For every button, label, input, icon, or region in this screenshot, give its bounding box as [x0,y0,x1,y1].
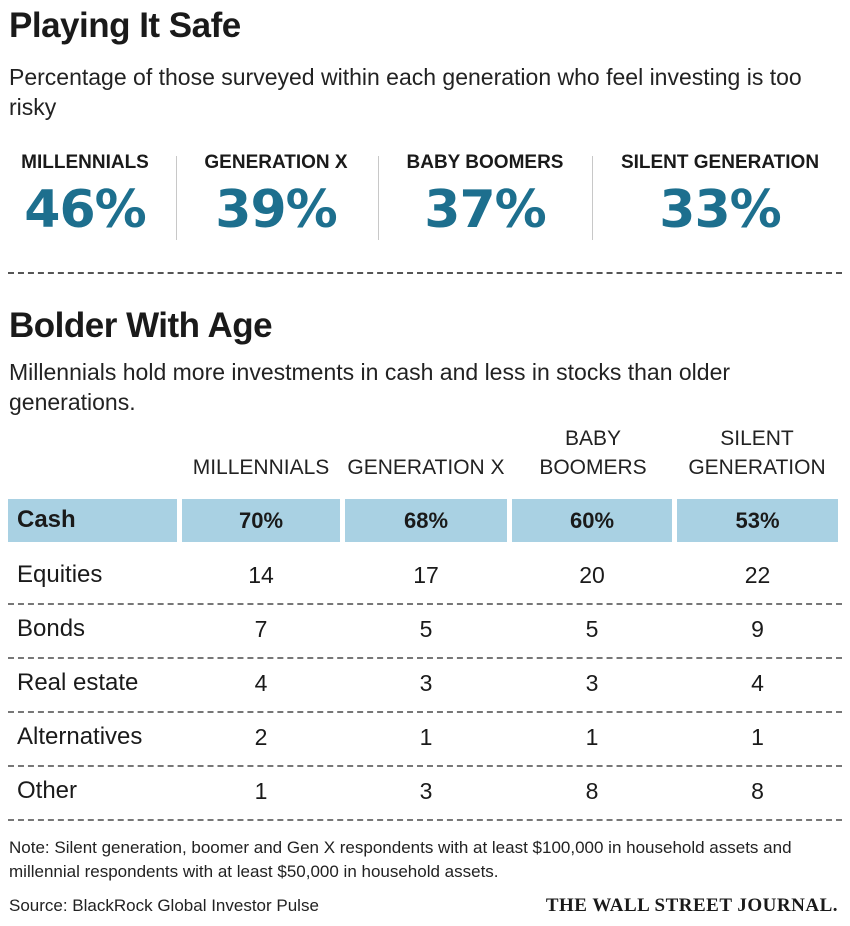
stat-divider [592,156,593,240]
row-label-equities: Equities [17,561,103,588]
table-cell: 5 [585,616,599,642]
footnote: Note: Silent generation, boomer and Gen … [9,838,792,881]
table-cell: 14 [248,562,274,588]
row-label-real-estate: Real estate [17,669,139,696]
publisher-logo: THE WALL STREET JOURNAL. [545,895,838,916]
table-cell: 9 [751,616,764,642]
stat-value: 37% [424,180,546,240]
table-cell: 20 [579,562,605,588]
column-header-line2: MILLENNIALS [192,456,330,479]
stat-divider [176,156,177,240]
column-header-generation-x: GENERATION X [343,424,509,482]
cash-row-highlight [8,499,177,542]
stat-label: BABY BOOMERS [406,152,564,173]
column-header-line1 [182,424,340,453]
table-cell: 70% [238,508,284,533]
column-header-line1 [343,424,509,453]
risk-stats-row: MILLENNIALS 46% GENERATION X 39% BABY BO… [0,148,850,240]
table-cell: 5 [419,616,433,642]
stat-label: SILENT GENERATION [620,152,820,173]
table-cell: 3 [419,670,433,696]
stat-label: MILLENNIALS [21,152,149,173]
stat-baby-boomers: BABY BOOMERS 37% [382,148,588,240]
cash-cell-highlight [512,499,672,542]
cash-cell-highlight [182,499,340,542]
row-label-bonds: Bonds [17,615,86,642]
stat-value: 39% [215,180,337,240]
table-cell: 8 [585,778,599,804]
table-cell: 4 [254,670,268,696]
table-cell: 7 [254,616,268,642]
table-cell: 2 [254,724,268,750]
row-label-other: Other [17,777,78,804]
row-divider [8,603,842,605]
column-header-millennials: MILLENNIALS [182,424,340,482]
table-cell: 1 [419,724,433,750]
cash-cell-highlight [677,499,838,542]
column-header-silent-generation: SILENT GENERATION [676,424,838,482]
table-cell: 1 [751,724,764,750]
row-label-alternatives: Alternatives [17,723,143,750]
table-cell: 3 [419,778,433,804]
table-cell: 53% [735,508,780,533]
row-divider [8,819,842,821]
section-title-playing-it-safe: Playing It Safe [9,6,241,45]
table-cell: 1 [585,724,599,750]
column-header-line2: GENERATION X [347,456,505,479]
stat-silent-generation: SILENT GENERATION 33% [596,148,844,240]
stat-generation-x: GENERATION X 39% [180,148,372,240]
row-label-cash: Cash [17,506,76,533]
table-cell: 3 [585,670,599,696]
column-header-line1: SILENT [720,427,794,450]
column-header-line2: GENERATION [688,456,826,479]
table-cell: 22 [744,562,771,588]
stat-millennials: MILLENNIALS 46% [0,148,170,240]
stat-value: 46% [24,180,146,240]
stat-value: 33% [659,180,781,240]
stat-label: GENERATION X [204,152,348,173]
table-cell: 17 [413,562,439,588]
section-subtitle-risk: Percentage of those surveyed within each… [9,64,802,120]
table-cell: 1 [254,778,268,804]
column-header-baby-boomers: BABY BOOMERS [513,424,673,482]
row-divider [8,765,842,767]
row-divider [8,711,842,713]
column-header-line1: BABY [564,427,622,450]
table-cell: 60% [569,508,615,533]
source-credit: Source: BlackRock Global Investor Pulse [9,896,319,915]
table-cell: 68% [403,508,449,533]
section-subtitle-holdings: Millennials hold more investments in cas… [9,359,731,415]
section-divider [8,272,842,274]
column-header-line2: BOOMERS [539,456,647,479]
row-divider [8,657,842,659]
table-cell: 8 [751,778,764,804]
section-title-bolder-with-age: Bolder With Age [9,306,273,345]
cash-cell-highlight [345,499,507,542]
table-cell: 4 [751,670,764,696]
stat-divider [378,156,379,240]
